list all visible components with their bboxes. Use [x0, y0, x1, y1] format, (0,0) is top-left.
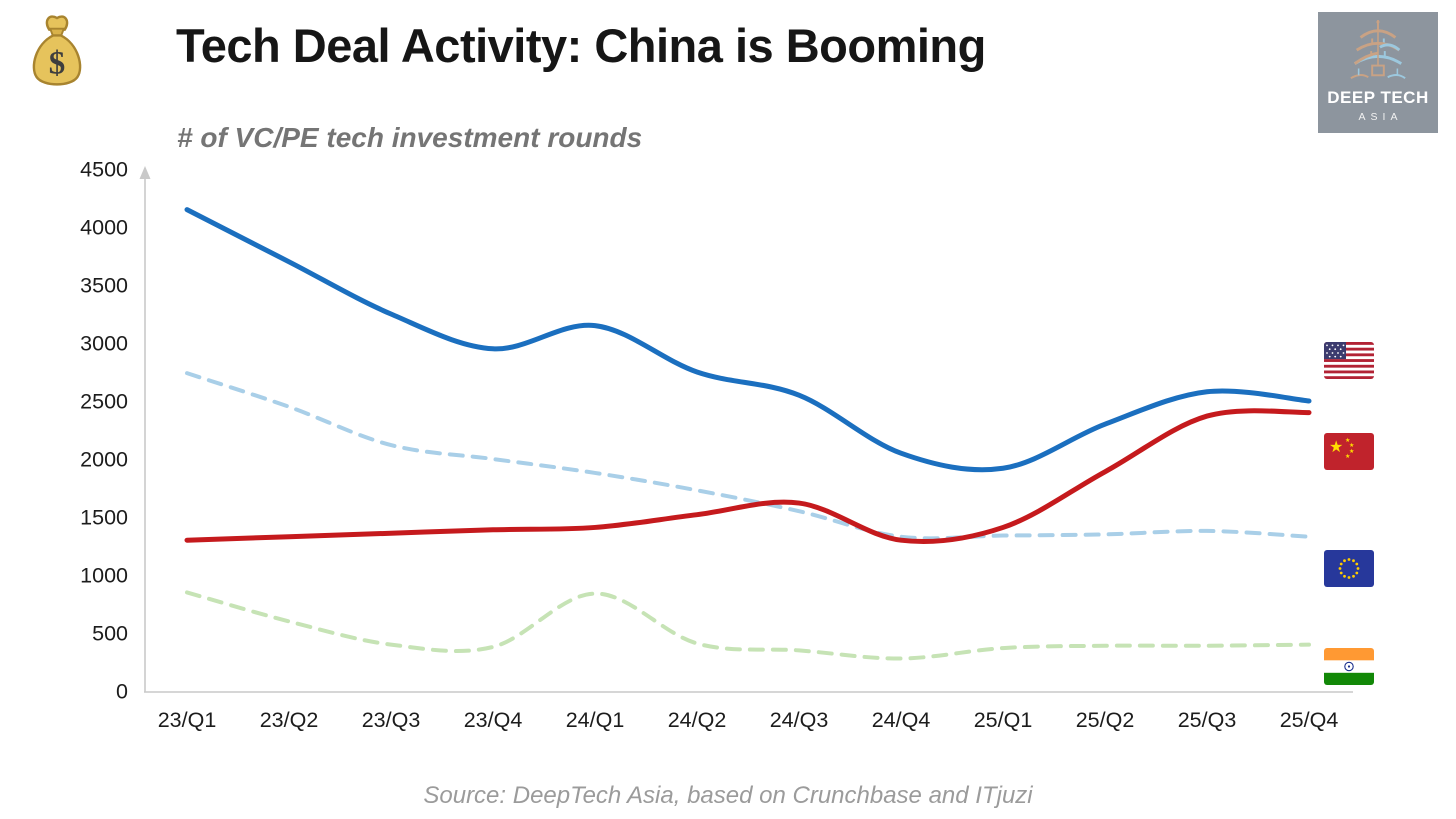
x-tick-label: 24/Q1 [566, 708, 625, 732]
svg-text:★: ★ [1329, 439, 1343, 456]
x-tick-label: 24/Q3 [770, 708, 829, 732]
eu-flag-icon [1324, 550, 1374, 587]
x-tick-label: 25/Q1 [974, 708, 1033, 732]
y-tick-label: 0 [116, 680, 128, 704]
svg-text:★: ★ [1349, 448, 1354, 455]
series-line-china [184, 408, 1312, 544]
y-tick-label: 500 [92, 622, 128, 646]
y-tick-label: 3000 [80, 332, 128, 356]
x-tick-label: 25/Q4 [1280, 708, 1339, 732]
x-tick-label: 24/Q4 [872, 708, 931, 732]
y-tick-label: 4500 [80, 158, 128, 182]
x-tick-label: 25/Q3 [1178, 708, 1237, 732]
svg-text:$: $ [49, 45, 65, 81]
china-flag-icon: ★ ★ ★ ★ ★ [1324, 433, 1374, 470]
page-title: Tech Deal Activity: China is Booming [176, 19, 986, 72]
x-tick-label: 25/Q2 [1076, 708, 1135, 732]
y-axis-arrow-icon [139, 166, 151, 179]
x-tick-label: 23/Q1 [158, 708, 217, 732]
india-flag-icon [1324, 648, 1374, 685]
svg-text:★: ★ [1345, 453, 1350, 460]
series-line-india [185, 590, 1311, 661]
y-tick-label: 4000 [80, 216, 128, 240]
deeptech-asia-logo: DEEP TECH ASIA [1318, 12, 1438, 133]
usa-flag-icon [1324, 342, 1374, 379]
y-tick-label: 2500 [80, 390, 128, 414]
x-tick-label: 23/Q4 [464, 708, 523, 732]
svg-text:★: ★ [1349, 442, 1354, 449]
logo-text-deeptech: DEEP TECH [1327, 88, 1429, 107]
y-tick-label: 2000 [80, 448, 128, 472]
x-tick-label: 23/Q3 [362, 708, 421, 732]
y-tick-label: 3500 [80, 274, 128, 298]
x-tick-label: 24/Q2 [668, 708, 727, 732]
x-tick-label: 23/Q2 [260, 708, 319, 732]
y-tick-label: 1000 [80, 564, 128, 588]
money-bag-icon: $ [32, 15, 82, 86]
y-tick-label: 1500 [80, 506, 128, 530]
source-caption: Source: DeepTech Asia, based on Crunchba… [423, 782, 1033, 809]
chart-subtitle: # of VC/PE tech investment rounds [177, 122, 643, 153]
series-line-eu [185, 371, 1311, 541]
svg-text:★: ★ [1345, 437, 1350, 444]
pagoda-icon [1350, 20, 1406, 80]
logo-text-asia: ASIA [1358, 111, 1403, 123]
series-line-usa [184, 207, 1312, 473]
